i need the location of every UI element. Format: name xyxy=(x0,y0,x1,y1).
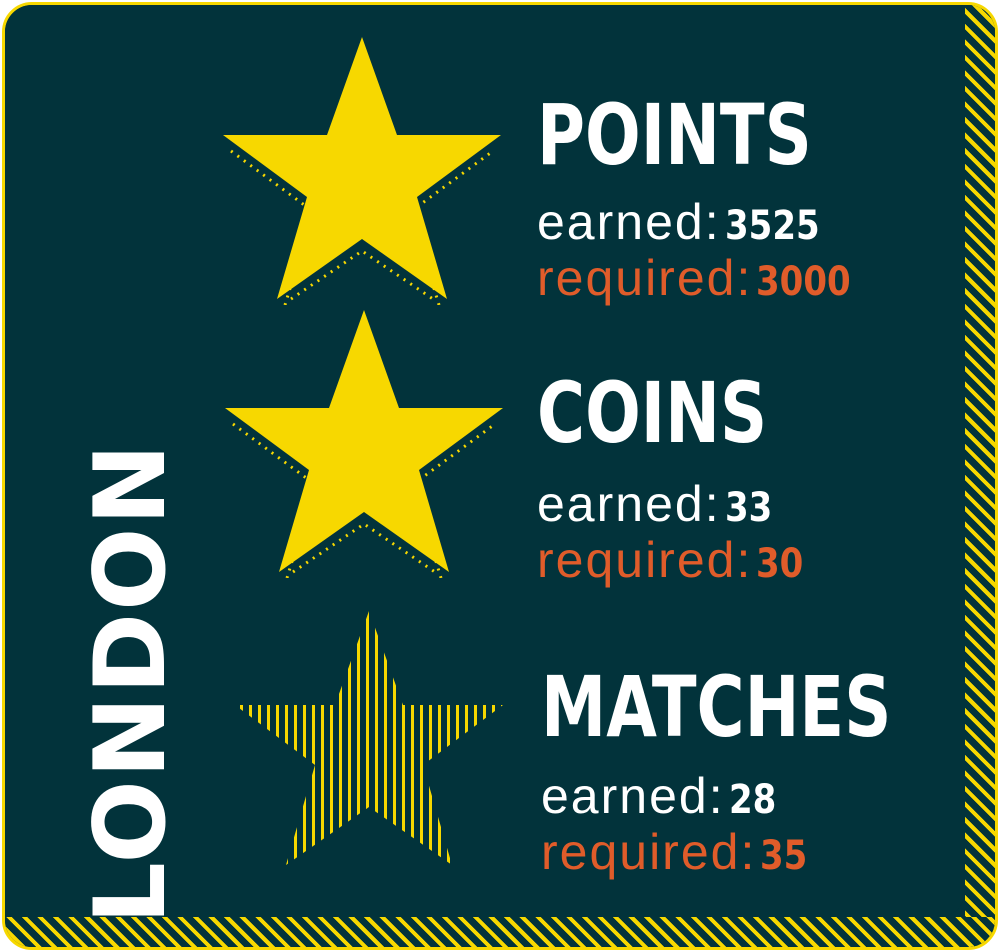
star-striped-icon xyxy=(235,611,503,865)
star-filled-icon xyxy=(225,310,503,578)
required-row: required: 3000 xyxy=(537,253,889,303)
objective-points: POINTS earned: 3525 required: 3000 xyxy=(537,93,889,303)
required-label: required: xyxy=(537,532,753,588)
required-label: required: xyxy=(541,824,757,880)
hatch-border-right xyxy=(965,5,995,947)
required-value: 35 xyxy=(760,833,808,879)
hatch-border-bottom xyxy=(5,917,995,947)
objective-coins: COINS earned: 33 required: 30 xyxy=(537,371,832,585)
objective-title: POINTS xyxy=(537,86,812,184)
required-row: required: 35 xyxy=(541,827,990,877)
earned-row: earned: 3525 xyxy=(537,197,889,247)
earned-row: earned: 33 xyxy=(537,479,832,529)
required-value: 30 xyxy=(756,541,804,587)
required-value: 3000 xyxy=(756,259,851,305)
required-label: required: xyxy=(537,250,753,306)
city-title: LONDON xyxy=(74,441,188,925)
earned-value: 3525 xyxy=(724,203,820,249)
earned-label: earned: xyxy=(537,194,721,250)
earned-row: earned: 28 xyxy=(541,771,990,821)
required-row: required: 30 xyxy=(537,535,832,585)
objective-title: MATCHES xyxy=(541,658,892,756)
earned-label: earned: xyxy=(541,768,725,824)
earned-value: 33 xyxy=(724,485,772,531)
earned-label: earned: xyxy=(537,476,721,532)
objective-title: COINS xyxy=(537,364,768,462)
card-panel xyxy=(5,5,965,917)
objective-matches: MATCHES earned: 28 required: 35 xyxy=(541,665,990,877)
earned-value: 28 xyxy=(728,777,776,823)
star-filled-icon xyxy=(223,37,501,305)
